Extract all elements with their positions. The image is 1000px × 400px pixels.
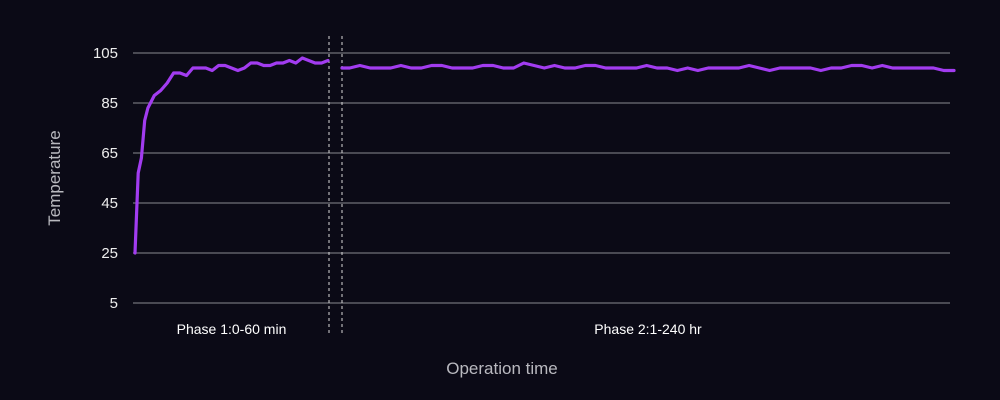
y-axis-title: Temperature — [45, 130, 64, 225]
gridlines — [133, 52, 950, 304]
phase-labels: Phase 1:0-60 min Phase 2:1-240 hr — [177, 321, 702, 337]
phase-1-label: Phase 1:0-60 min — [177, 321, 287, 337]
y-tick-label-65: 65 — [101, 145, 118, 162]
phase-1-temperature-line — [133, 56, 330, 255]
y-tick-label-5: 5 — [110, 295, 118, 312]
phase-2-label: Phase 2:1-240 hr — [594, 321, 702, 337]
y-axis-ticks: 5 25 45 65 85 105 — [93, 45, 118, 312]
y-tick-label-105: 105 — [93, 45, 118, 62]
phase-dividers — [328, 36, 343, 336]
phase-2-temperature-line — [340, 61, 956, 73]
y-tick-label-25: 25 — [101, 245, 118, 262]
x-axis-title: Operation time — [446, 359, 558, 378]
y-tick-label-85: 85 — [101, 95, 118, 112]
series-group — [133, 56, 956, 255]
y-tick-label-45: 45 — [101, 195, 118, 212]
